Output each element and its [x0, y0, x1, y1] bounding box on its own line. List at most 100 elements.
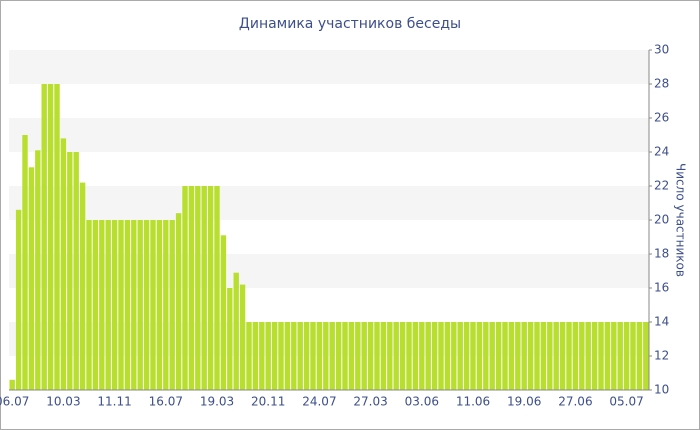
bar [265, 322, 271, 390]
bar [515, 322, 521, 390]
bar [35, 150, 41, 390]
bar [483, 322, 489, 390]
bar [636, 322, 643, 390]
bar [393, 322, 399, 390]
bar [92, 220, 99, 390]
grid-band [9, 186, 649, 220]
bar [374, 322, 380, 390]
bar [297, 322, 303, 390]
bar [207, 186, 214, 390]
bar [67, 152, 73, 390]
y-tick-label: 28 [654, 77, 669, 91]
bar [214, 186, 220, 390]
bar [246, 322, 252, 390]
bar [291, 322, 297, 390]
bar [572, 322, 579, 390]
bar [412, 322, 419, 390]
bar [591, 322, 598, 390]
bar [195, 186, 201, 390]
bar [457, 322, 463, 390]
x-tick-label: 20.11 [251, 395, 285, 409]
x-tick-label: 16.07 [149, 395, 183, 409]
bar [527, 322, 534, 390]
bar [463, 322, 470, 390]
bar [22, 135, 28, 390]
bar [54, 84, 60, 390]
x-tick-label: 19.06 [507, 395, 541, 409]
bar [233, 272, 239, 390]
bar [604, 322, 611, 390]
x-tick-label: 27.03 [353, 395, 387, 409]
bar [86, 220, 92, 390]
y-axis-label: Число участников [674, 163, 688, 277]
bar [335, 322, 342, 390]
bar [182, 186, 188, 390]
bar [124, 220, 131, 390]
bar [163, 220, 169, 390]
bar [342, 322, 348, 390]
grid-band [9, 322, 649, 356]
bar [502, 322, 508, 390]
bar [188, 186, 195, 390]
bar [534, 322, 540, 390]
bar [425, 322, 431, 390]
bar [310, 322, 316, 390]
bar [470, 322, 476, 390]
bar [105, 220, 111, 390]
bar [566, 322, 572, 390]
bar [508, 322, 515, 390]
bar [495, 322, 502, 390]
y-tick-label: 12 [654, 349, 669, 363]
bar [623, 322, 630, 390]
bar [9, 379, 15, 390]
grid-band [9, 118, 649, 152]
bar [118, 220, 124, 390]
bar [15, 209, 22, 390]
bar [28, 167, 35, 390]
bar [547, 322, 553, 390]
bar [175, 213, 182, 390]
bar [143, 220, 150, 390]
bar [579, 322, 585, 390]
y-tick-label: 30 [654, 43, 669, 57]
bar [444, 322, 451, 390]
bar [476, 322, 483, 390]
bar [111, 220, 118, 390]
bar [131, 220, 137, 390]
bar [406, 322, 412, 390]
bar [169, 220, 175, 390]
grid-band [9, 254, 649, 288]
x-tick-label: 11.11 [97, 395, 131, 409]
bar [611, 322, 617, 390]
x-tick-label: 03.06 [405, 395, 439, 409]
bar [303, 322, 310, 390]
y-tick-label: 16 [654, 281, 669, 295]
bar [355, 322, 361, 390]
bar [438, 322, 444, 390]
bar [540, 322, 547, 390]
bar [137, 220, 143, 390]
x-tick-label: 27.06 [558, 395, 592, 409]
y-tick-label: 14 [654, 315, 669, 329]
y-tick-label: 22 [654, 179, 669, 193]
bar [239, 284, 246, 390]
bar [367, 322, 374, 390]
bar [99, 220, 105, 390]
bar [630, 322, 636, 390]
x-tick-label: 19.03 [200, 395, 234, 409]
bar [617, 322, 623, 390]
bar [284, 322, 291, 390]
y-tick-label: 10 [654, 383, 669, 397]
grid-band [9, 50, 649, 84]
bar [387, 322, 393, 390]
bar [201, 186, 207, 390]
x-tick-label: 11.06 [456, 395, 490, 409]
y-tick-label: 20 [654, 213, 669, 227]
bar [329, 322, 335, 390]
bar [380, 322, 387, 390]
bar [41, 84, 47, 390]
bar [150, 220, 156, 390]
bar [348, 322, 355, 390]
bar [643, 322, 649, 390]
x-tick-label: 06.07 [0, 395, 29, 409]
